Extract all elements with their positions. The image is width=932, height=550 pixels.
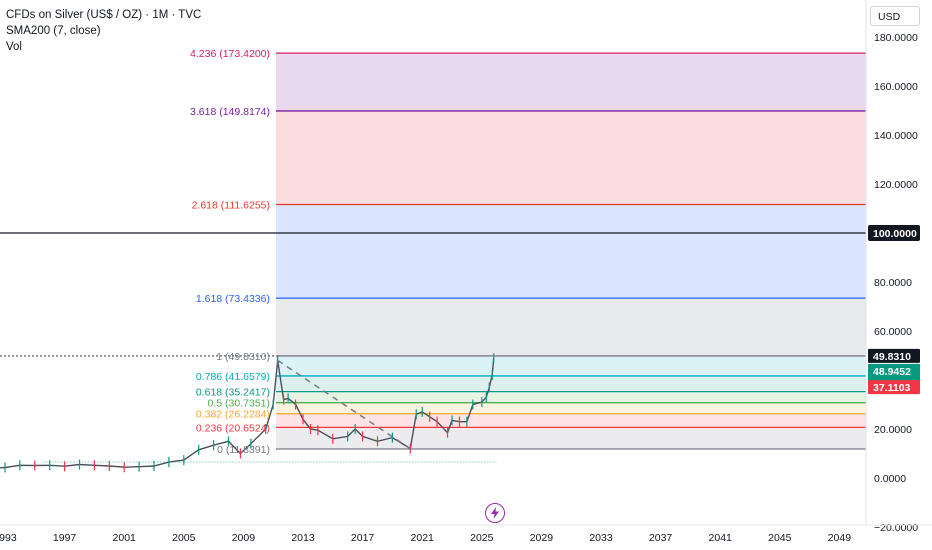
fib-level-label: 0.382 (26.2284) xyxy=(196,409,270,421)
price-tag-label: 49.8310 xyxy=(873,351,911,363)
volume-label[interactable]: Vol xyxy=(6,41,22,53)
fib-zone xyxy=(276,110,866,205)
x-axis-tick-label: 2025 xyxy=(470,532,494,544)
horizontal-line-tag-label: 100.0000 xyxy=(873,228,917,240)
y-axis-tick-label: 120.0000 xyxy=(874,179,918,191)
fib-zone xyxy=(276,298,866,356)
fib-zone xyxy=(276,402,866,414)
price-tag-label: 37.1103 xyxy=(873,382,911,394)
fib-level-label: 0.786 (41.6579) xyxy=(196,371,270,383)
fib-zones xyxy=(276,53,866,449)
fib-zone xyxy=(276,427,866,449)
fib-zone xyxy=(276,53,866,111)
x-axis-tick-label: 2001 xyxy=(113,532,137,544)
x-axis-tick-label: 2005 xyxy=(172,532,196,544)
horizontal-line-tag xyxy=(868,225,920,241)
lightning-bolt-button[interactable] xyxy=(485,503,505,523)
fib-level-label: 2.618 (111.6255) xyxy=(192,200,270,212)
fib-zone xyxy=(276,375,866,392)
fib-level-label: 0 (11.8391) xyxy=(217,444,270,456)
x-axis-tick-label: 2029 xyxy=(530,532,554,544)
symbol-title[interactable]: CFDs on Silver (US$ / OZ) · 1M · TVC xyxy=(6,9,202,21)
price-tag xyxy=(868,363,920,378)
fib-level-label: 3.618 (149.8174) xyxy=(190,106,270,118)
x-axis-tick-label: 2041 xyxy=(709,532,733,544)
price-tag xyxy=(868,380,920,395)
currency-button[interactable]: USD xyxy=(870,6,920,26)
y-axis-tick-label: 80.0000 xyxy=(874,277,912,289)
fib-level-label: 0.618 (35.2417) xyxy=(196,387,270,399)
y-axis-tick-label: −20.0000 xyxy=(874,522,918,534)
x-axis-tick-label: 1997 xyxy=(53,532,77,544)
x-axis-tick-label: 2033 xyxy=(589,532,613,544)
fib-level-label: 0.236 (20.6524) xyxy=(196,422,270,434)
fib-zone xyxy=(276,204,866,299)
fib-level-label: 1.618 (73.4336) xyxy=(196,293,270,305)
fib-level-label: 1 (49.8310) xyxy=(216,351,270,363)
y-axis-tick-label: 20.0000 xyxy=(874,424,912,436)
y-axis-tick-label: 180.0000 xyxy=(874,32,918,44)
y-axis-tick-label: 0.0000 xyxy=(874,473,906,485)
x-axis-tick-label: 2017 xyxy=(351,532,375,544)
fib-lines xyxy=(0,52,866,463)
x-axis-tick-label: 2013 xyxy=(291,532,315,544)
indicator-label[interactable]: SMA200 (7, close) xyxy=(6,25,101,37)
fib-level-label: 0.5 (30.7351) xyxy=(208,398,270,410)
x-axis-tick-label: 1993 xyxy=(0,532,17,544)
y-axis-tick-label: 160.0000 xyxy=(874,81,918,93)
fib-zone xyxy=(276,391,866,403)
x-axis-tick-label: 2009 xyxy=(232,532,256,544)
x-axis-tick-label: 2045 xyxy=(768,532,792,544)
fib-zone xyxy=(276,413,866,428)
y-axis-tick-label: 60.0000 xyxy=(874,326,912,338)
x-axis-tick-label: 2049 xyxy=(828,532,852,544)
price-tag-label: 48.9452 xyxy=(873,366,911,378)
price-layer xyxy=(0,353,495,473)
fib-level-label: 4.236 (173.4200) xyxy=(190,48,270,60)
price-tag xyxy=(868,348,920,363)
fib-labels: 4.236 (173.4200) 3.618 (149.8174) 2.618 (1… xyxy=(190,48,270,456)
fib-zone xyxy=(276,355,866,376)
x-axis-tick-label: 2021 xyxy=(411,532,435,544)
x-axis-tick-label: 2037 xyxy=(649,532,673,544)
y-axis-tick-label: 140.0000 xyxy=(874,130,918,142)
trend-line xyxy=(277,359,411,450)
lightning-bolt-icon xyxy=(491,507,499,519)
chart-legend: CFDs on Silver (US$ / OZ) · 1M · TVC SMA… xyxy=(6,7,201,55)
